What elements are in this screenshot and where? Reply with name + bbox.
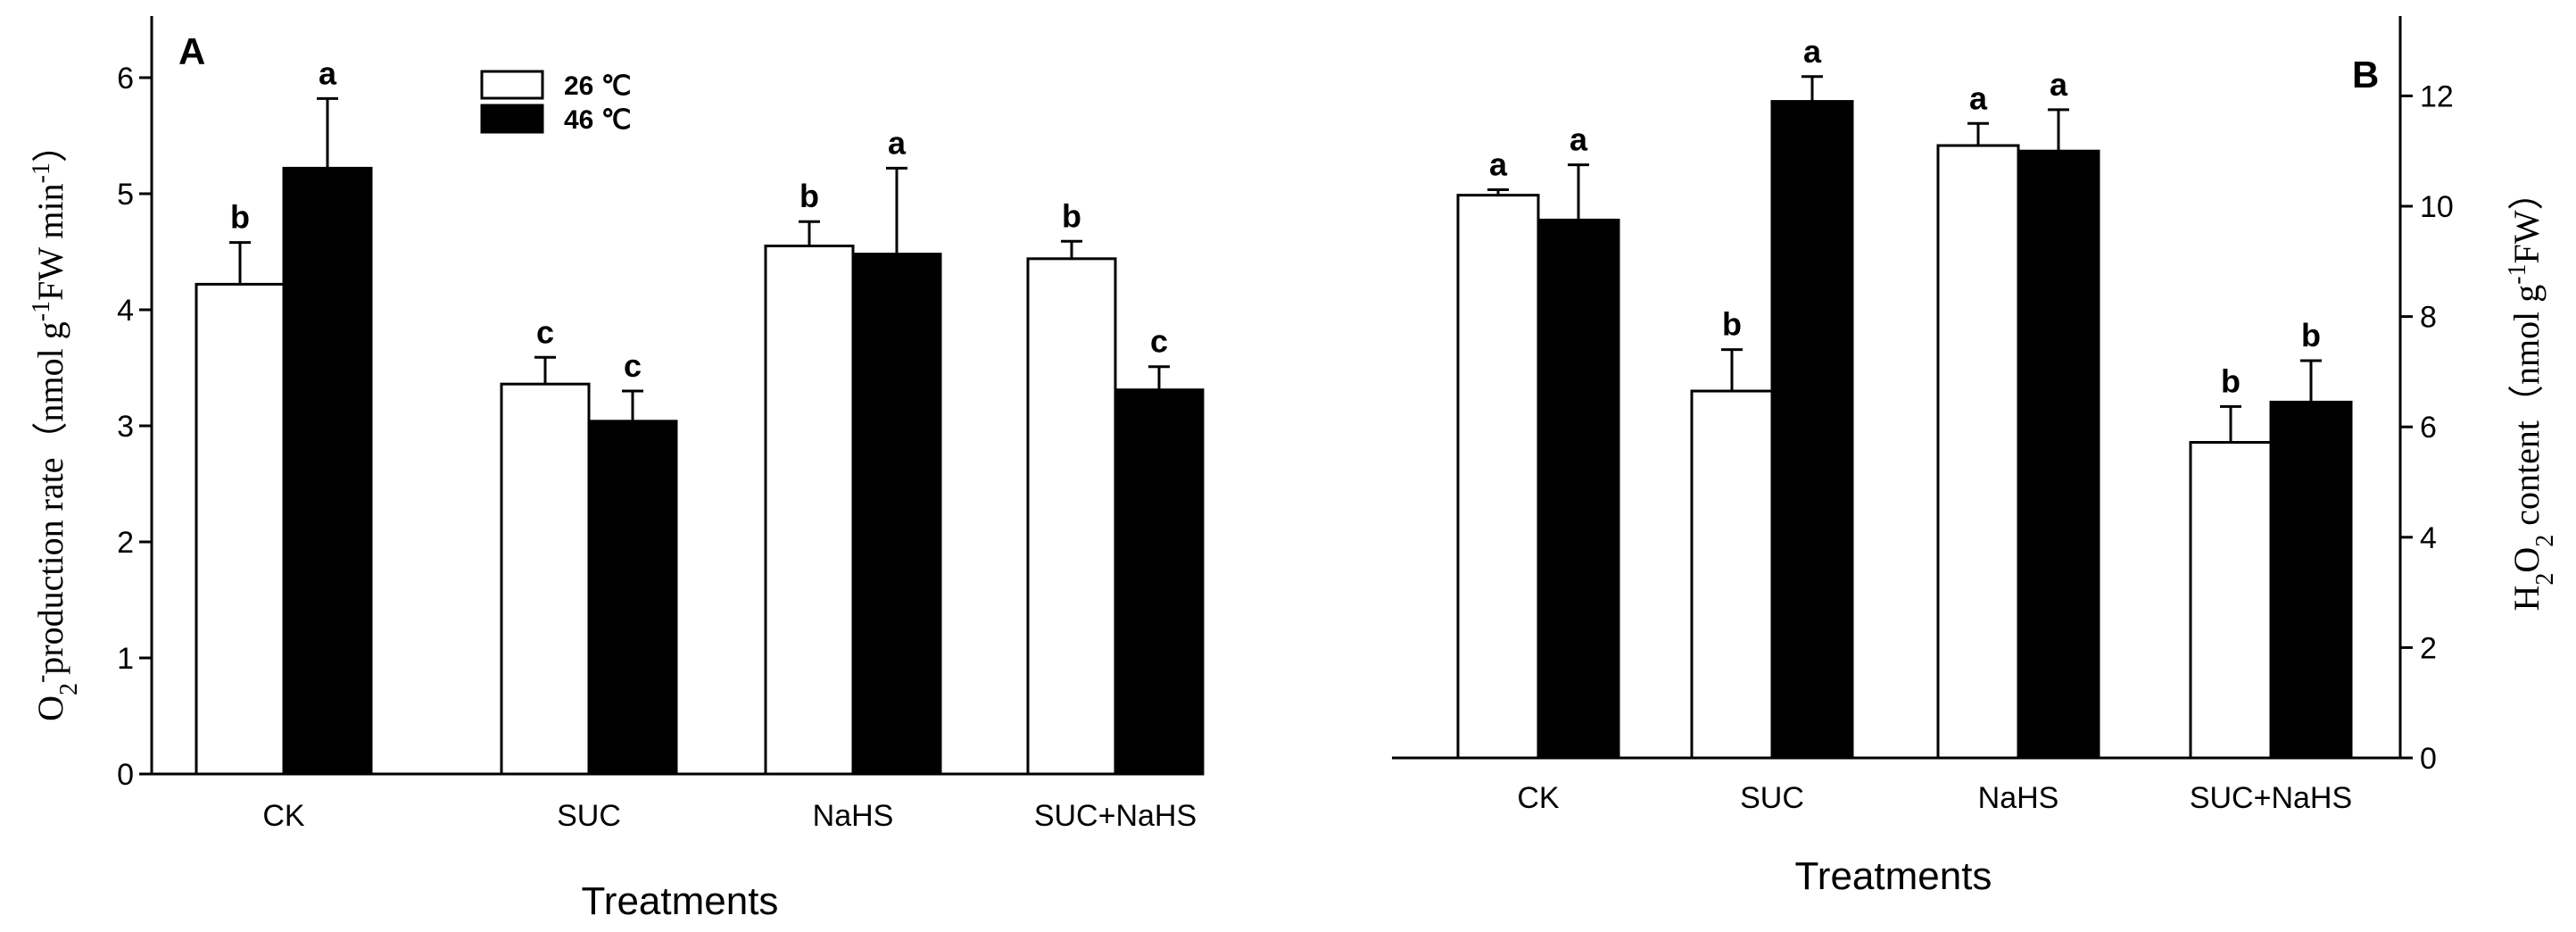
panel-a-error-bars bbox=[229, 96, 1170, 421]
panel-b-bar bbox=[1770, 100, 1854, 760]
panel-b-y-tick-label: 4 bbox=[2420, 521, 2437, 555]
panel-a-x-tick-labels: CK SUC NaHS SUC+NaHS bbox=[262, 799, 1197, 833]
panel-b-significance-letter: a bbox=[1803, 33, 1822, 70]
panel-a-significance-letters: b a c c b a b c bbox=[230, 54, 1168, 384]
panel-b-significance-letter: b bbox=[2301, 317, 2321, 354]
panel-a-y-axis-title: O2-production rate（nmol g-1FW min-1） bbox=[28, 127, 83, 721]
panel-a-x-tick-label: SUC+NaHS bbox=[1034, 799, 1197, 833]
panel-a-bar bbox=[1114, 388, 1205, 776]
panel-b-bar bbox=[2017, 149, 2100, 760]
panel-a-x-axis-title: Treatments bbox=[582, 879, 779, 923]
panel-a-significance-letter: b bbox=[799, 178, 819, 214]
panel-b-bar bbox=[1536, 218, 1620, 760]
panel-b-y-ticks: 0 2 4 6 8 10 12 bbox=[2400, 79, 2454, 776]
panel-a-bar bbox=[282, 166, 373, 776]
panel-b-bar bbox=[2189, 441, 2273, 760]
panel-a-significance-letter: c bbox=[536, 313, 554, 350]
panel-b-y-tick-label: 12 bbox=[2420, 79, 2454, 113]
panel-a-x-tick-label: CK bbox=[262, 799, 305, 833]
panel-a-bar bbox=[587, 420, 678, 776]
panel-b-bar bbox=[2269, 400, 2353, 760]
panel-a-y-tick-label: 6 bbox=[117, 62, 134, 96]
panel-a-significance-letter: a bbox=[319, 54, 337, 91]
panel-b-significance-letter: b bbox=[1722, 306, 1742, 343]
panel-b-bar bbox=[1690, 389, 1774, 760]
panel-a-bar bbox=[500, 382, 591, 776]
panel-a-significance-letter: b bbox=[1062, 197, 1081, 234]
panel-a-bar bbox=[851, 253, 942, 776]
panel-b-y-tick-label: 0 bbox=[2420, 742, 2437, 776]
panel-a-bar bbox=[764, 245, 855, 776]
panel-a-y-tick-label: 0 bbox=[117, 758, 134, 792]
panel-b-x-tick-labels: CK SUC NaHS SUC+NaHS bbox=[1517, 781, 2352, 815]
panel-a-y-tick-label: 4 bbox=[117, 294, 134, 328]
panel-a-significance-letter: a bbox=[888, 124, 907, 161]
panel-a-bar bbox=[1026, 257, 1117, 776]
legend-swatch-26 bbox=[480, 70, 544, 100]
panel-b-bar bbox=[1936, 144, 2020, 760]
panel-a-letter: A bbox=[178, 30, 205, 72]
panel-b-x-tick-label: NaHS bbox=[1978, 781, 2059, 815]
panel-b-y-axis-title: H2O2 content（nmol g-1FW） bbox=[2504, 174, 2559, 611]
panel-b-y-tick-label: 6 bbox=[2420, 411, 2437, 445]
panel-b-significance-letter: a bbox=[1969, 79, 1988, 116]
panel-a-significance-letter: c bbox=[1150, 323, 1168, 360]
panel-b-bars bbox=[1456, 100, 2353, 760]
legend-swatch-46 bbox=[480, 104, 544, 134]
legend: 26 ℃ 46 ℃ bbox=[480, 70, 631, 135]
panel-a-y-tick-label: 3 bbox=[117, 410, 134, 444]
panel-a: b a c c b a b c 0 1 2 3 4 5 6 CK SUC NaHS SUC+NaHS A 26 … bbox=[28, 16, 1205, 923]
panel-b-bar bbox=[1456, 194, 1540, 760]
panel-b-significance-letters: a a b a a a b b bbox=[1489, 33, 2321, 400]
panel-a-bar bbox=[195, 282, 286, 776]
panel-b-x-tick-label: SUC bbox=[1740, 781, 1804, 815]
panel-a-y-tick-label: 1 bbox=[117, 642, 134, 676]
panel-a-y-tick-label: 2 bbox=[117, 526, 134, 560]
panel-b-y-tick-label: 2 bbox=[2420, 631, 2437, 665]
panel-a-bars bbox=[195, 166, 1205, 776]
legend-label-26: 26 ℃ bbox=[564, 71, 631, 101]
panel-b-significance-letter: a bbox=[1570, 121, 1588, 158]
panel-b-y-tick-label: 10 bbox=[2420, 190, 2454, 224]
panel-a-y-ticks: 0 1 2 3 4 5 6 bbox=[117, 62, 152, 792]
panel-a-y-tick-label: 5 bbox=[117, 178, 134, 212]
panel-b-x-tick-label: CK bbox=[1517, 781, 1560, 815]
panel-b-letter: B bbox=[2352, 54, 2379, 96]
panel-b: a a b a a a b b 0 2 4 6 8 10 12 CK SUC NaHS SUC+NaHS B T… bbox=[1392, 16, 2559, 898]
panel-b-x-tick-label: SUC+NaHS bbox=[2190, 781, 2352, 815]
panel-b-x-axis-title: Treatments bbox=[1795, 854, 1992, 898]
panel-b-error-bars bbox=[1487, 75, 2322, 443]
legend-label-46: 46 ℃ bbox=[564, 105, 631, 135]
panel-b-y-tick-label: 8 bbox=[2420, 301, 2437, 335]
panel-a-significance-letter: b bbox=[230, 199, 250, 236]
panel-a-significance-letter: c bbox=[624, 347, 642, 384]
panel-a-x-tick-label: NaHS bbox=[813, 799, 894, 833]
panel-b-significance-letter: a bbox=[1489, 146, 1508, 182]
panel-b-significance-letter: a bbox=[2050, 66, 2068, 103]
panel-a-x-tick-label: SUC bbox=[557, 799, 621, 833]
panel-b-significance-letter: b bbox=[2221, 362, 2241, 399]
